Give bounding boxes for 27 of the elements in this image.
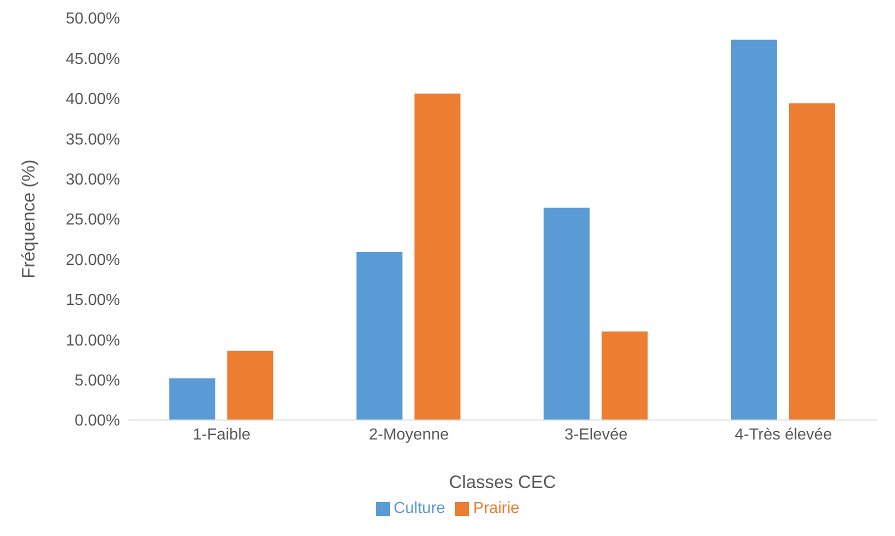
y-tick-label: 0.00% — [74, 412, 120, 430]
legend-label: Prairie — [473, 500, 520, 517]
y-tick-label: 5.00% — [74, 372, 120, 390]
legend-label: Culture — [394, 500, 446, 517]
bar — [169, 378, 216, 420]
y-tick-label: 20.00% — [66, 252, 120, 269]
x-tick-label: 2-Moyenne — [368, 426, 449, 444]
y-tick-label: 15.00% — [66, 292, 120, 310]
y-tick-label: 50.00% — [66, 10, 120, 28]
bar — [730, 40, 777, 420]
bar — [544, 208, 590, 420]
bar — [602, 332, 648, 420]
y-tick-label: 30.00% — [66, 171, 120, 188]
x-tick-label: 1-Faible — [192, 426, 251, 444]
x-axis-title: Classes CEC — [448, 472, 556, 492]
y-tick-label: 35.00% — [66, 131, 120, 148]
y-tick-label: 45.00% — [66, 50, 120, 68]
y-tick-label: 40.00% — [66, 91, 120, 108]
bar — [414, 94, 460, 420]
bar — [227, 350, 274, 420]
x-tick-label: 4-Très élevée — [734, 426, 832, 444]
bar — [788, 103, 835, 420]
bar — [356, 252, 402, 420]
y-axis-title: Fréquence (%) — [18, 159, 38, 279]
y-tick-label: 25.00% — [66, 212, 120, 229]
y-tick-label: 10.00% — [66, 332, 120, 350]
x-tick-label: 3-Elevée — [564, 426, 628, 444]
